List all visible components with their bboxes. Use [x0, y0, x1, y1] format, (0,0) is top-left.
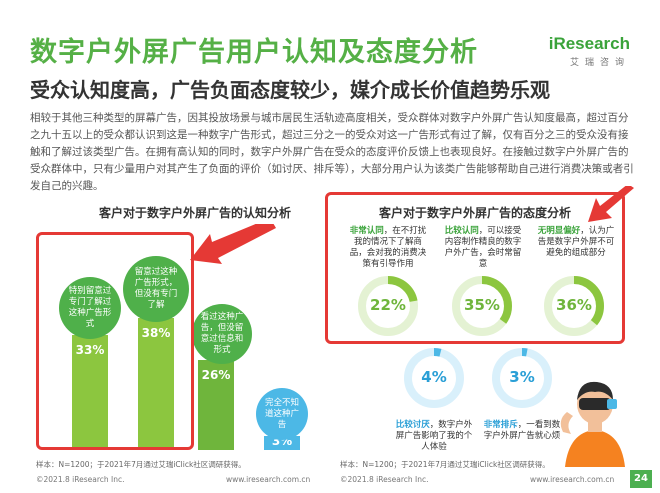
attitude-ring-value: 35% [464, 296, 500, 314]
awareness-bar [138, 318, 174, 450]
attitude-ring-arc [452, 276, 512, 336]
attitude-ring-value: 36% [556, 296, 592, 314]
attitude-ring [452, 276, 512, 336]
awareness-bar-value: 33% [75, 343, 105, 358]
attitude-ring-label: 比较讨厌，数字户外屏广告影响了我的个人体验 [395, 420, 473, 452]
attitude-ring-value: 4% [421, 368, 447, 386]
attitude-ring [544, 276, 604, 336]
awareness-category-bubble: 特别留意过专门了解过这种广告形式 [59, 277, 121, 340]
footer-copyright-left: ©2021.8 iResearch Inc. [36, 475, 125, 484]
awareness-bar [198, 359, 234, 450]
attitude-ring-value: 22% [370, 296, 406, 314]
red-arrow-right-icon [588, 186, 634, 222]
logo-subtext: 艾瑞咨询 [569, 58, 630, 68]
attitude-chart-source: 样本：N=1200；于2021年7月通过艾瑞iClick社区调研获得。 [340, 460, 550, 469]
attitude-ring-arc [544, 276, 604, 336]
logo-text: Research [553, 34, 630, 53]
awareness-category-bubble: 看过这种广告，但没留意过信息和形式 [192, 303, 252, 364]
page-title: 数字户外屏广告用户认知及态度分析 [30, 37, 478, 68]
awareness-chart-source: 样本：N=1200；于2021年7月通过艾瑞iClick社区调研获得。 [36, 460, 246, 469]
attitude-ring-arc [492, 348, 552, 408]
attitude-ring [404, 348, 464, 408]
footer-url-right: www.iresearch.com.cn [530, 475, 615, 484]
attitude-ring-value: 3% [509, 368, 535, 386]
attitude-ring-label: 无明显偏好，认为广告是数字户外屏不可避免的组成部分 [537, 226, 615, 258]
awareness-bar-value: 38% [141, 326, 171, 340]
iresearch-logo: iResearch 艾瑞咨询 [542, 34, 630, 68]
person-vr-illustration [560, 381, 625, 467]
attitude-ring-arc [358, 276, 418, 336]
awareness-bar-value: 26% [201, 367, 231, 382]
awareness-category-bubble: 完全不知道这种广告 [256, 388, 308, 440]
body-paragraph: 相较于其他三种类型的屏幕广告，因其投放场景与城市居民生活轨迹高度相关，受众群体对… [30, 112, 634, 192]
awareness-category-bubble: 留意过这种广告形式，但没有专门了解 [123, 256, 189, 322]
highlight-box-right [325, 192, 625, 344]
attitude-chart-title: 客户对于数字户外屏广告的态度分析 [378, 206, 571, 220]
highlight-box-left [36, 232, 194, 450]
attitude-ring [492, 348, 552, 408]
attitude-ring-arc [404, 348, 464, 408]
attitude-ring-label: 比较认同，可以接受内容制作精良的数字户外广告，会时常留意 [444, 226, 522, 269]
red-arrow-left-icon [190, 224, 276, 264]
footer-copyright-right: ©2021.8 iResearch Inc. [340, 475, 429, 484]
attitude-ring-label: 非常排斥，一看到数字户外屏广告就心烦 [483, 420, 561, 441]
footer-url-left: www.iresearch.com.cn [226, 475, 311, 484]
page-number: 24 [630, 470, 652, 488]
page-subtitle: 受众认知度高，广告负面态度较少，媒介成长价值趋势乐观 [30, 78, 550, 102]
awareness-chart-title: 客户对于数字户外屏广告的认知分析 [98, 206, 291, 220]
awareness-bar [264, 436, 300, 450]
attitude-ring-label: 非常认同，在不打扰我的情况下了解商品，会对我的消费决策有引导作用 [349, 226, 427, 269]
awareness-bar [72, 335, 108, 450]
attitude-ring [358, 276, 418, 336]
